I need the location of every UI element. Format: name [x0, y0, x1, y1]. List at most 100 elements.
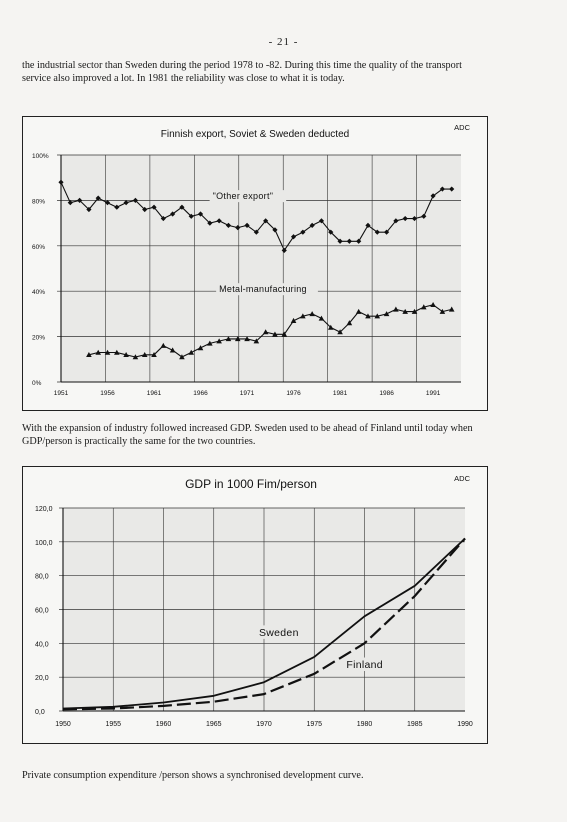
x-tick-label: 1985 [407, 721, 423, 728]
y-tick-label: 0,0 [35, 709, 45, 716]
data-point-metal-manufacturing [272, 331, 278, 337]
data-point-metal-manufacturing [141, 351, 148, 357]
data-point-other-export [290, 234, 297, 240]
y-tick-label: 40% [32, 289, 45, 296]
data-point-metal-manufacturing [327, 324, 334, 330]
data-point-other-export [430, 193, 436, 199]
data-point-metal-manufacturing [104, 349, 111, 355]
data-point-metal-manufacturing [114, 349, 120, 355]
data-point-other-export [170, 211, 176, 217]
plot-area [61, 155, 461, 382]
series-annotation-bg [255, 625, 298, 639]
data-point-metal-manufacturing [383, 311, 390, 317]
data-point-other-export [337, 238, 343, 244]
series-annotation-bg [209, 190, 287, 203]
data-point-metal-manufacturing [151, 351, 157, 357]
data-point-other-export [365, 222, 371, 228]
x-tick-label: 1961 [147, 390, 162, 397]
y-tick-label: 0% [32, 380, 42, 387]
chart-title: Finnish export, Soviet & Sweden deducted [161, 129, 349, 140]
data-point-other-export [411, 215, 418, 222]
x-tick-label: 1980 [357, 721, 373, 728]
series-annotation-label: Finland [346, 659, 383, 671]
chart-title: GDP in 1000 Fim/person [185, 477, 317, 491]
data-point-other-export [58, 179, 64, 185]
data-point-metal-manufacturing [244, 336, 250, 342]
body-paragraph-1: the industrial sector than Sweden during… [22, 60, 462, 84]
data-point-metal-manufacturing [439, 308, 446, 314]
y-tick-label: 100,0 [35, 540, 53, 547]
x-tick-label: 1986 [379, 390, 394, 397]
data-point-other-export [374, 229, 380, 235]
series-line-finland [62, 537, 466, 711]
data-point-other-export [402, 215, 408, 222]
data-point-other-export [197, 211, 204, 217]
data-point-metal-manufacturing [355, 308, 362, 314]
data-point-metal-manufacturing [95, 349, 102, 355]
data-point-other-export [393, 218, 399, 224]
data-point-other-export [253, 229, 259, 235]
series-annotation-label: Sweden [259, 627, 299, 639]
data-point-metal-manufacturing [411, 308, 418, 314]
body-paragraph-3: Private consumption expenditure /person … [22, 770, 364, 781]
data-point-other-export [449, 186, 455, 192]
data-point-other-export [309, 222, 315, 228]
x-tick-label: 1990 [457, 721, 473, 728]
x-tick-label: 1955 [105, 721, 121, 728]
body-paragraph-2: With the expansion of industry followed … [22, 423, 473, 447]
y-tick-label: 80,0 [35, 574, 49, 581]
data-point-metal-manufacturing [160, 342, 167, 348]
data-point-other-export [151, 204, 157, 210]
data-point-metal-manufacturing [318, 315, 325, 321]
x-tick-label: 1981 [333, 390, 348, 397]
data-point-other-export [356, 238, 362, 244]
y-tick-label: 120,0 [35, 506, 53, 513]
data-point-other-export [114, 204, 120, 210]
y-tick-label: 40,0 [35, 641, 49, 648]
y-tick-label: 80% [32, 198, 45, 205]
x-tick-label: 1950 [55, 721, 71, 728]
x-tick-label: 1966 [193, 390, 208, 397]
data-point-other-export [142, 206, 148, 213]
data-point-metal-manufacturing [337, 329, 343, 335]
data-point-metal-manufacturing [365, 313, 371, 319]
chart-corner-label: ADC [454, 123, 470, 132]
data-point-other-export [160, 215, 166, 222]
data-point-other-export [95, 195, 101, 201]
gdp-chart: 0,0 20,0 40,0 60,0 80,0 100,0 120,0 1950 1955 196… [22, 466, 488, 749]
data-point-other-export [328, 229, 334, 235]
x-tick-label: 1970 [256, 721, 272, 728]
x-tick-label: 1956 [100, 390, 115, 397]
export-chart-svg: 0% 20% 40% 60% 80% 100% 1951 1956 1961 1966 1971 19… [22, 116, 488, 411]
series-line-sweden [62, 537, 466, 710]
data-point-other-export [439, 186, 445, 192]
data-point-other-export [346, 238, 352, 244]
data-point-metal-manufacturing [216, 338, 222, 344]
series-annotation-bg [343, 657, 391, 672]
x-tick-label: 1975 [306, 721, 322, 728]
data-point-other-export [318, 218, 325, 224]
data-point-other-export [281, 247, 287, 253]
data-point-other-export [188, 213, 194, 219]
data-point-metal-manufacturing [281, 331, 288, 337]
y-tick-label: 100% [32, 153, 49, 160]
data-point-metal-manufacturing [448, 306, 455, 312]
data-point-metal-manufacturing [300, 313, 306, 319]
data-point-other-export [179, 204, 185, 210]
x-tick-label: 1951 [54, 390, 69, 397]
data-point-metal-manufacturing [393, 306, 399, 312]
data-point-other-export [207, 220, 213, 226]
data-point-metal-manufacturing [132, 354, 139, 360]
data-point-other-export [225, 222, 232, 228]
data-point-metal-manufacturing [123, 351, 129, 357]
data-point-other-export [421, 213, 427, 219]
gdp-chart-svg: 0,0 20,0 40,0 60,0 80,0 100,0 120,0 1950 1955 196… [22, 466, 488, 744]
x-tick-label: 1976 [286, 390, 301, 397]
page-number: - 21 - [268, 36, 299, 48]
x-tick-label: 1965 [206, 721, 222, 728]
data-point-metal-manufacturing [86, 351, 92, 357]
data-point-metal-manufacturing [346, 320, 353, 326]
data-point-other-export [77, 197, 83, 203]
y-tick-label: 60,0 [35, 608, 49, 615]
data-point-metal-manufacturing [207, 340, 213, 346]
